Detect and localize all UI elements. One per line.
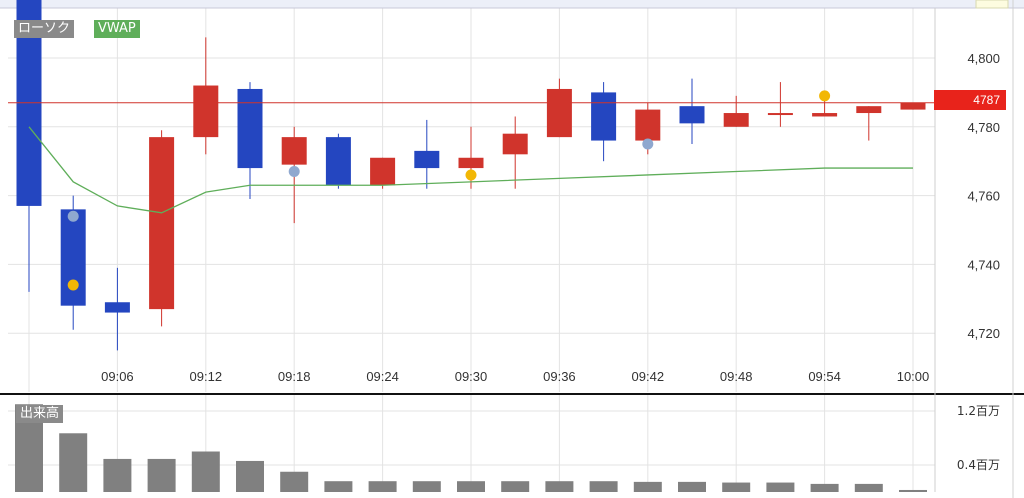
candle xyxy=(502,116,528,189)
x-tick-label: 09:06 xyxy=(101,369,134,384)
candle-body xyxy=(635,109,661,141)
candle-body xyxy=(679,106,705,124)
event-markers xyxy=(67,90,831,291)
candle-body xyxy=(281,137,307,165)
candle-body xyxy=(591,92,617,141)
x-tick-label: 09:24 xyxy=(366,369,399,384)
candle xyxy=(193,37,219,155)
y-tick-label: 4,760 xyxy=(967,189,1000,204)
candle-body xyxy=(325,137,351,186)
current-price-badge: 4787 xyxy=(934,90,1006,110)
volume-bar xyxy=(501,481,530,492)
candle-body xyxy=(546,88,572,138)
x-tick-label: 09:30 xyxy=(455,369,488,384)
volume-bar xyxy=(324,481,353,492)
legend-candle: ローソク xyxy=(14,20,75,38)
candle-body xyxy=(60,209,86,306)
candle-body xyxy=(458,157,484,169)
event-marker-yellow xyxy=(819,90,831,102)
volume-y-tick-label: 1.2百万 xyxy=(957,404,1000,418)
price-gridlines xyxy=(8,8,935,392)
volume-bar xyxy=(368,481,397,492)
volume-bar xyxy=(191,451,220,492)
corner-tab xyxy=(975,0,1009,9)
legend-volume: 出来高 xyxy=(16,405,64,423)
top-strip xyxy=(0,0,1024,8)
candle-body xyxy=(104,302,130,313)
candle-body xyxy=(812,113,838,117)
volume-bar xyxy=(457,481,485,492)
candle xyxy=(237,82,263,200)
y-tick-label: 4,800 xyxy=(967,51,1000,66)
candle xyxy=(679,78,705,144)
y-tick-label: 4,740 xyxy=(967,257,1000,272)
candle-body xyxy=(237,88,263,169)
x-tick-label: 09:36 xyxy=(543,369,576,384)
x-tick-label: 09:18 xyxy=(278,369,311,384)
candle xyxy=(767,82,793,127)
candle-body xyxy=(370,157,396,186)
volume-bar xyxy=(766,482,795,492)
volume-bar xyxy=(236,460,264,492)
candle xyxy=(16,0,42,292)
candle-body xyxy=(193,85,219,138)
candle-body xyxy=(723,113,749,127)
candle xyxy=(546,78,572,138)
event-marker-blue xyxy=(642,138,654,150)
candle-body xyxy=(856,106,882,114)
candle xyxy=(325,133,351,189)
candle xyxy=(370,157,396,189)
y-tick-label: 4,780 xyxy=(967,120,1000,135)
x-tick-label: 09:12 xyxy=(190,369,223,384)
x-tick-label: 09:48 xyxy=(720,369,753,384)
candle-body xyxy=(502,133,528,155)
x-tick-label: 09:54 xyxy=(808,369,841,384)
volume-bar xyxy=(633,481,662,492)
volume-bar xyxy=(899,489,927,492)
volume-bar xyxy=(678,481,706,492)
axis-labels: 4,800 4,780 4,760 4,740 4,720 09:06 09:12 09:18… xyxy=(101,51,1000,472)
volume-bar xyxy=(59,433,88,492)
x-tick-label: 10:00 xyxy=(897,369,930,384)
event-marker-yellow xyxy=(67,279,79,291)
event-marker-blue xyxy=(67,210,79,222)
volume-bar xyxy=(810,483,839,492)
candle-body xyxy=(149,137,175,310)
candle xyxy=(591,82,617,162)
event-marker-yellow xyxy=(465,169,477,181)
volume-bar xyxy=(589,481,618,492)
candle xyxy=(723,95,749,127)
legend-vwap: VWAP xyxy=(94,20,140,38)
event-marker-blue xyxy=(288,166,300,178)
volume-y-tick-label: 0.4百万 xyxy=(957,458,1000,472)
volume-bar xyxy=(412,481,441,492)
volume-bar xyxy=(280,471,309,492)
candle xyxy=(856,106,882,141)
volume-bar xyxy=(147,458,176,492)
volume-bar xyxy=(103,458,132,492)
candle-body xyxy=(767,113,793,116)
volume-bar xyxy=(722,482,751,492)
volume-bar xyxy=(545,481,574,492)
candle xyxy=(104,267,130,351)
candle-body xyxy=(900,102,926,110)
candle xyxy=(149,130,175,327)
candle xyxy=(414,119,440,189)
y-tick-label: 4,720 xyxy=(967,326,1000,341)
candle-body xyxy=(414,150,440,169)
vwap-line xyxy=(28,126,913,214)
vwap-series xyxy=(28,126,913,214)
x-tick-label: 09:42 xyxy=(632,369,665,384)
candle xyxy=(900,102,926,110)
volume-gridlines xyxy=(8,395,935,492)
volume-bar xyxy=(854,483,883,492)
